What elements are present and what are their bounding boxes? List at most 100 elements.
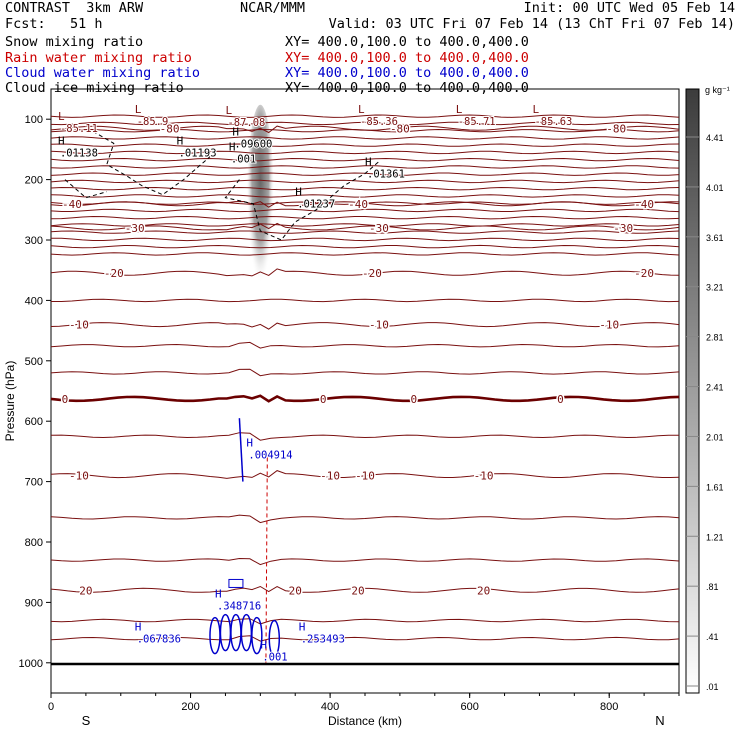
plot-frame: [50, 88, 680, 694]
contour-label: -40: [62, 198, 82, 211]
model-title: CONTRAST 3km ARW: [5, 0, 144, 16]
colorbar-tick-label: .81: [706, 582, 719, 592]
cloud-ice-contour: [92, 130, 212, 196]
extremum-value: -87.08: [227, 117, 265, 129]
colorbar-tick-label: .01: [706, 682, 719, 692]
extremum-value: .01193: [179, 147, 217, 159]
contour-labels: 0 0 0 0-10 -10 -10-20 -20 -20-30 -30 -30-40 -40 -40…: [58, 103, 656, 665]
contour-label: -10: [355, 470, 375, 483]
extremum-marker: H: [299, 621, 306, 634]
cloud-water-contour: [228, 578, 244, 588]
extremum-marker: H: [58, 134, 65, 147]
temperature-contour-line: [51, 223, 679, 227]
colorbar-tick-label: 2.41: [706, 383, 724, 393]
extremum-marker: H: [177, 134, 184, 147]
y-tick-label: 600: [25, 416, 43, 428]
contour-label: -40: [348, 198, 368, 211]
field-label-cloud-water: Cloud water mixing ratio: [5, 65, 201, 81]
contour-label: 20: [79, 584, 92, 597]
extremum-marker: H: [260, 639, 267, 652]
contour-label: 20: [289, 584, 302, 597]
field-label-cloud-ice: Cloud ice mixing ratio: [5, 80, 184, 96]
field-xy-cloud-ice: XY= 400.0,100.0 to 400.0,400.0: [285, 80, 529, 96]
center-title: NCAR/MMM: [240, 0, 306, 16]
extremum-marker: L: [225, 104, 232, 117]
contour-label: -80: [606, 122, 626, 135]
north-label: N: [655, 713, 664, 728]
cloud-water-contour: [238, 418, 244, 482]
temperature-contour-line: [51, 157, 679, 162]
temperature-contour-line: [51, 635, 679, 642]
rain-contour: [265, 457, 268, 663]
contour-label: 0: [557, 393, 564, 406]
contour-label: -10: [69, 319, 89, 332]
extremum-value: -85.9: [137, 116, 169, 128]
x-tick-label: 600: [460, 701, 478, 713]
temperature-contour-line: [51, 557, 679, 566]
colorbar-tick-label: 1.61: [706, 482, 724, 492]
extremum-marker: L: [358, 103, 365, 116]
temperature-contour-line: [51, 298, 679, 303]
temperature-contour--80: [51, 125, 679, 134]
colorbar-scale: [685, 88, 700, 694]
plot-header: CONTRAST 3km ARW NCAR/MMM Init: 00 UTC W…: [0, 0, 740, 96]
colorbar-tick-label: 2.81: [706, 333, 724, 343]
temperature-contour-line: [51, 186, 679, 191]
extremum-value: -85.63: [534, 116, 572, 128]
valid-time: Valid: 03 UTC Fri 07 Feb 14 (13 ChT Fri …: [328, 16, 735, 32]
extremum-marker: H: [215, 587, 222, 600]
extremum-marker: H: [135, 621, 142, 634]
contour-label: -80: [390, 122, 410, 135]
temperature-contour-line: [51, 230, 679, 234]
temperature-contour-line: [51, 114, 679, 118]
cloud-water-contour: [251, 616, 263, 655]
temperature-contour-line: [51, 237, 679, 242]
x-axis-label: Distance (km): [328, 714, 402, 728]
x-tick-label: 200: [181, 701, 199, 713]
init-time: Init: 00 UTC Wed 05 Feb 14: [523, 0, 735, 16]
y-tick-label: 800: [25, 537, 43, 549]
temperature-contour-line: [51, 121, 679, 126]
forecast-hour: Fcst: 51 h: [5, 16, 103, 32]
contour-label: -30: [613, 222, 633, 235]
temperature-contour-line: [51, 208, 679, 213]
temperature-contour-line: [51, 179, 679, 184]
temperature-contour--10: [51, 322, 679, 330]
temperature-contour--20: [51, 268, 679, 277]
temperature-contour-line: [51, 165, 679, 169]
temperature-contour--30: [51, 222, 679, 231]
temperature-contour-line: [51, 432, 679, 441]
contour-label: -10: [320, 470, 340, 483]
extremum-value: .348716: [217, 600, 261, 612]
extremum-marker: L: [135, 103, 142, 116]
field-label-rain: Rain water mixing ratio: [5, 50, 192, 66]
extremum-marker: L: [532, 103, 539, 116]
colorbar-tick-label: 4.01: [706, 183, 724, 193]
extremum-marker: H: [295, 186, 302, 199]
contour-label: -10: [599, 319, 619, 332]
contour-label: -20: [634, 267, 654, 280]
field-xy-snow: XY= 400.0,100.0 to 400.0,400.0: [285, 34, 529, 50]
contour-label: -40: [634, 198, 654, 211]
temperature-contour-line: [51, 368, 679, 377]
contour-label: -10: [474, 470, 494, 483]
cloud-water-contour: [209, 616, 221, 655]
temperature-contour--40: [51, 200, 679, 208]
extremum-marker: H: [232, 125, 239, 138]
contour-label: 20: [351, 584, 364, 597]
extremum-value: .253493: [301, 634, 345, 646]
temperature-contour-line: [51, 514, 679, 524]
snow-shading: [246, 104, 275, 315]
y-axis-label: Pressure (hPa): [3, 361, 17, 442]
contour-label: 0: [62, 393, 69, 406]
contour-label: 20: [477, 584, 490, 597]
contour-label: -20: [104, 267, 124, 280]
colorbar-tick-label: 1.21: [706, 532, 724, 542]
extremum-value: -85.11: [60, 123, 98, 135]
contour-label: -80: [160, 122, 180, 135]
extremum-value: .004914: [248, 449, 292, 461]
extremum-marker: H: [365, 156, 372, 169]
temperature-contour--10: [51, 470, 679, 479]
colorbar-tick-label: 2.01: [706, 432, 724, 442]
